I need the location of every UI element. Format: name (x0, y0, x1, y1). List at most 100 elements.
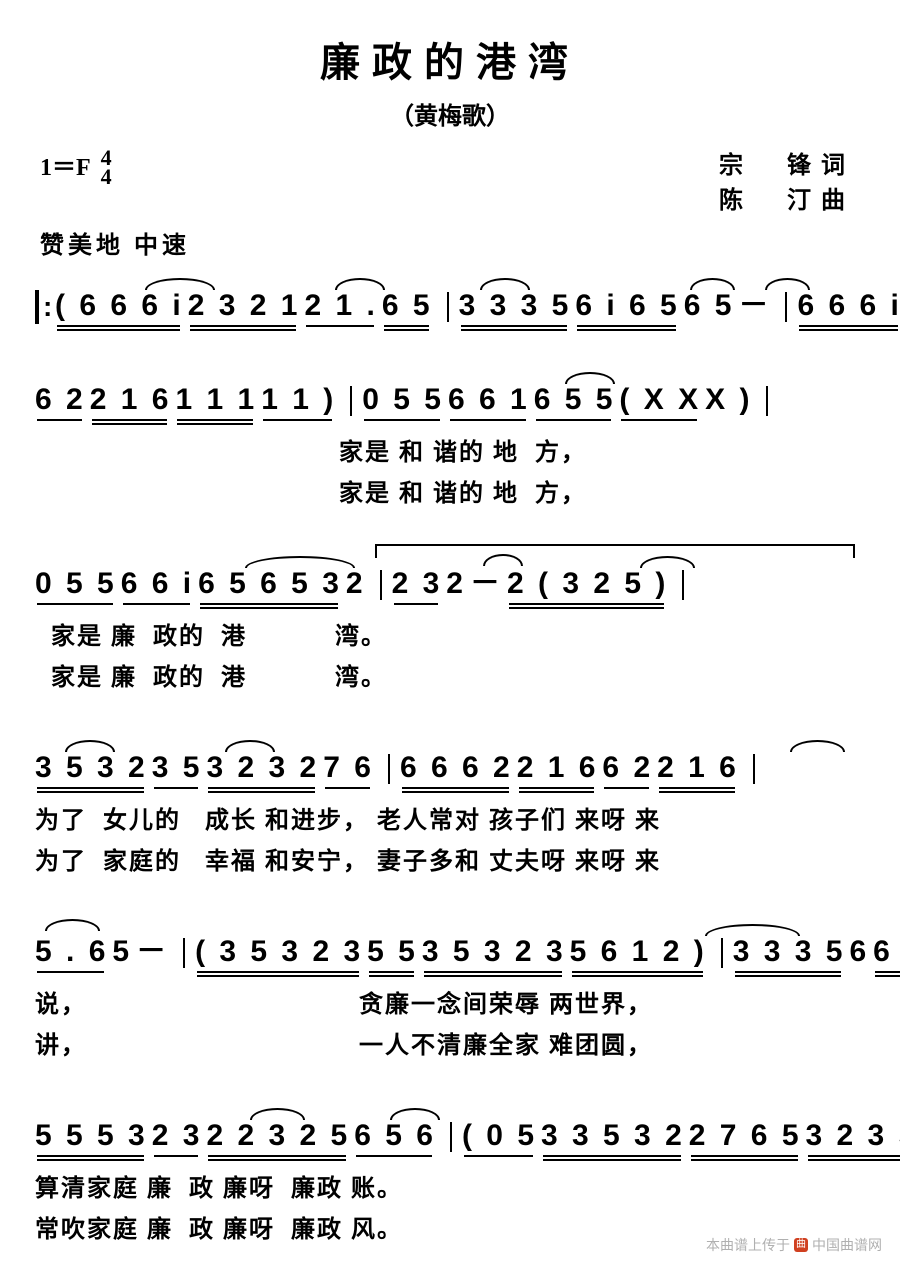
key-label: 1＝F (40, 150, 91, 186)
lyricist: 宗 锋词 (719, 149, 855, 184)
note-group: 2 1 6 (90, 382, 172, 418)
slur-mark (245, 556, 355, 568)
note-group: － (470, 566, 503, 602)
note-group: ( 3 5 3 2 3 (195, 934, 363, 970)
watermark-text-left: 本曲谱上传于 (706, 1235, 790, 1255)
note-group: 2 (346, 566, 366, 602)
notation-body: ( 6 6 6 i2 3 2 12 1 .6 53 3 3 56 i 6 56 … (35, 288, 865, 1244)
slur-mark (765, 278, 810, 290)
barline (753, 754, 755, 784)
barline (447, 292, 449, 322)
note-group: 5 . 6 (35, 934, 108, 970)
staff-line: 5 5 5 32 32 2 3 2 56 5 6( 0 53 3 5 3 22 … (35, 1118, 865, 1244)
note-group: 6 5 (382, 288, 433, 324)
staff-line: 0 5 56 6 i6 5 6 5 322 32－2 ( 3 2 5 ) 家是 … (35, 566, 865, 692)
barline (450, 1122, 452, 1152)
note-group: 3 5 3 2 (35, 750, 148, 786)
slur-mark (335, 278, 385, 290)
note-group: ( 6 6 6 i (55, 288, 184, 324)
barline (350, 386, 352, 416)
slur-mark (705, 924, 800, 936)
note-group: 6 5 6 (354, 1118, 436, 1154)
notation-row: 0 5 56 6 i6 5 6 5 322 32－2 ( 3 2 5 ) (35, 566, 865, 602)
slur-mark (390, 1108, 440, 1120)
note-group: 3 3 3 5 (459, 288, 572, 324)
song-title: 廉政的港湾 (35, 30, 865, 88)
note-group: 2 1 . (304, 288, 377, 324)
slur-mark (225, 740, 275, 752)
note-group: 3 5 (152, 750, 203, 786)
note-group: 0 5 5 (362, 382, 444, 418)
barline (785, 292, 787, 322)
slur-mark (250, 1108, 305, 1120)
tempo-marking: 赞美地 中速 (40, 225, 865, 260)
barline (388, 754, 390, 784)
lyrics-line-2: 讲， 一人不清廉全家 难团圆， (35, 1025, 865, 1060)
note-group: 3 3 3 5 (733, 934, 846, 970)
note-group: ( 0 5 (462, 1118, 537, 1154)
note-group: 2 3 (152, 1118, 203, 1154)
notation-row: 3 5 3 23 53 2 3 27 66 6 6 22 1 66 22 1 6 (35, 750, 865, 786)
slur-mark (145, 278, 215, 290)
note-group: 5 5 5 3 (35, 1118, 148, 1154)
notation-row: 5 . 65－ ( 3 5 3 2 35 53 5 3 2 35 6 1 2 ) 3… (35, 934, 865, 970)
note-group: 6 6 6 i (797, 288, 900, 324)
note-group: 5 6 1 2 ) (570, 934, 707, 970)
tie-bracket (375, 544, 855, 558)
slur-mark (690, 278, 735, 290)
staff-line: ( 6 6 6 i2 3 2 12 1 .6 53 3 3 56 i 6 56 … (35, 288, 865, 324)
lyrics-line-2: 为了 家庭的 幸福 和安宁， 妻子多和 丈夫呀 来呀 来 (35, 841, 865, 876)
note-group: 5 5 (367, 934, 418, 970)
repeat-open-barline (35, 290, 49, 324)
lyrics-line-1: 家是 和 谐的 地 方， (35, 432, 865, 467)
note-group: 3 3 5 3 2 (541, 1118, 685, 1154)
time-bottom: 4 (101, 168, 112, 187)
note-group: 6 5 6 5 3 (873, 934, 900, 970)
note-group: 7 6 (323, 750, 374, 786)
lyrics-line-2: 家是 和 谐的 地 方， (35, 473, 865, 508)
note-group: 6 5 6 5 3 (198, 566, 342, 602)
note-group: 2 3 (392, 566, 443, 602)
slur-mark (790, 740, 845, 752)
lyrics-line-1: 说， 贪廉一念间荣辱 两世界， (35, 984, 865, 1019)
note-group: 3 5 3 2 3 (422, 934, 566, 970)
note-group: 5 (112, 934, 132, 970)
note-group: 3 2 3 5 ) (806, 1118, 900, 1154)
time-signature: 4 4 (101, 149, 112, 186)
composer: 陈 汀曲 (719, 184, 855, 219)
note-group: 2 1 6 (657, 750, 739, 786)
note-group: － (136, 934, 169, 970)
slur-mark (45, 919, 100, 931)
note-group: 1 1 1 (175, 382, 257, 418)
watermark: 本曲谱上传于 曲 中国曲谱网 (706, 1235, 882, 1255)
meta-row: 1＝F 4 4 宗 锋词 陈 汀曲 (35, 149, 865, 219)
lyrics-line-1: 为了 女儿的 成长 和进步， 老人常对 孩子们 来呀 来 (35, 800, 865, 835)
slur-mark (480, 278, 530, 290)
note-group: 1 1 ) (261, 382, 336, 418)
notation-row: 6 22 1 61 1 11 1 )0 5 56 6 16 5 5( X XX … (35, 382, 865, 418)
barline (183, 938, 185, 968)
sheet-music-page: 廉政的港湾 （黄梅歌） 1＝F 4 4 宗 锋词 陈 汀曲 赞美地 中速 ( 6… (0, 0, 900, 1244)
lyrics-line-2: 家是 廉 政的 港 湾。 (35, 657, 865, 692)
note-group: 6 i 6 5 (575, 288, 679, 324)
barline (380, 570, 382, 600)
notation-row: ( 6 6 6 i2 3 2 12 1 .6 53 3 3 56 i 6 56 … (35, 288, 865, 324)
lyrics-line-1: 家是 廉 政的 港 湾。 (35, 616, 865, 651)
key-time-signature: 1＝F 4 4 (40, 149, 112, 186)
note-group: 6 2 (35, 382, 86, 418)
slur-mark (565, 372, 615, 384)
note-group: 6 5 (684, 288, 735, 324)
credits: 宗 锋词 陈 汀曲 (719, 149, 855, 219)
staff-line: 5 . 65－ ( 3 5 3 2 35 53 5 3 2 35 6 1 2 ) 3… (35, 934, 865, 1060)
note-group: 6 5 5 (534, 382, 616, 418)
notation-row: 5 5 5 32 32 2 3 2 56 5 6( 0 53 3 5 3 22 … (35, 1118, 865, 1154)
note-group: 6 2 (602, 750, 653, 786)
note-group: 6 (849, 934, 869, 970)
note-group: 6 6 1 (448, 382, 530, 418)
note-group: 2 2 3 2 5 (206, 1118, 350, 1154)
watermark-site: 中国曲谱网 (812, 1235, 882, 1255)
note-group: 2 3 2 1 (188, 288, 301, 324)
note-group: 2 ( 3 2 5 ) (507, 566, 668, 602)
barline (721, 938, 723, 968)
note-group: 0 5 5 (35, 566, 117, 602)
